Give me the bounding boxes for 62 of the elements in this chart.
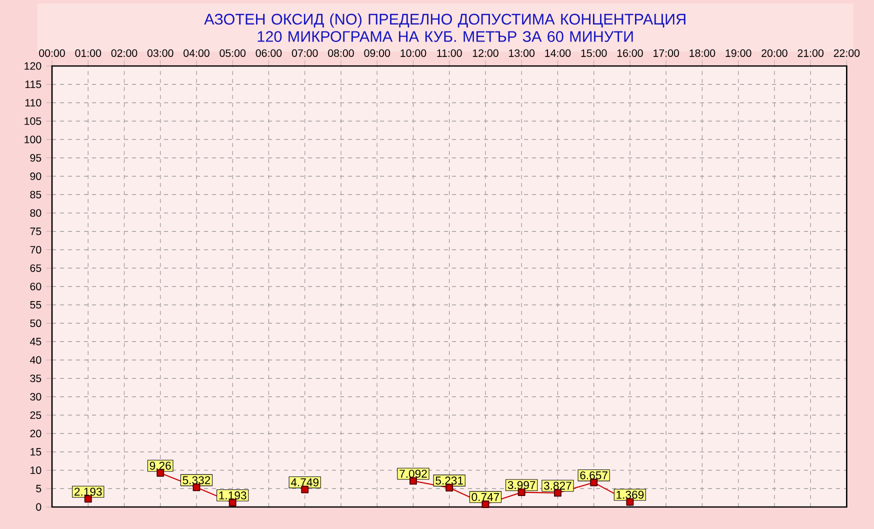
y-tick-label: 110 — [25, 98, 42, 107]
x-tick-label: 21:00 — [798, 49, 824, 57]
y-tick-label: 10 — [30, 466, 42, 474]
data-label: 7.092 — [400, 470, 427, 478]
data-label: 3.997 — [508, 481, 536, 490]
y-tick-label: 15 — [30, 448, 42, 456]
y-tick-label: 80 — [30, 209, 42, 217]
x-tick-label: 09:00 — [364, 49, 390, 57]
x-tick-label: 04:00 — [184, 49, 210, 57]
data-label: 1.369 — [616, 490, 644, 499]
x-tick-label: 18:00 — [690, 49, 716, 57]
data-label: 6.657 — [580, 471, 608, 480]
y-tick-label: 30 — [30, 392, 42, 401]
y-tick-label: 35 — [30, 374, 42, 382]
x-tick-label: 12:00 — [472, 49, 498, 57]
x-tick-label: 16:00 — [617, 49, 643, 57]
y-tick-label: 95 — [30, 154, 42, 162]
y-tick-label: 115 — [25, 80, 42, 88]
data-label: 4.749 — [290, 478, 318, 486]
y-tick-label: 60 — [30, 282, 42, 290]
x-tick-label: 01:00 — [75, 49, 102, 57]
data-label: 2.193 — [74, 488, 102, 496]
x-tick-label: 08:00 — [328, 49, 354, 57]
data-label: 3.827 — [544, 482, 572, 490]
x-tick-label: 02:00 — [111, 49, 138, 57]
x-tick-label: 05:00 — [220, 49, 246, 57]
data-label: 9.26 — [150, 462, 171, 470]
y-tick-label: 100 — [24, 136, 42, 144]
y-tick-label: 25 — [30, 411, 42, 419]
data-label: 5.332 — [182, 476, 210, 484]
x-tick-label: 22:00 — [834, 49, 860, 57]
data-label: 0.747 — [472, 493, 500, 502]
x-tick-label: 00:00 — [39, 49, 65, 57]
data-label: 5.231 — [436, 476, 463, 485]
y-tick-label: 75 — [30, 228, 42, 236]
x-tick-label: 15:00 — [581, 49, 607, 57]
x-tick-label: 14:00 — [545, 49, 571, 57]
y-tick-label: 50 — [30, 319, 42, 328]
y-tick-label: 55 — [30, 301, 42, 309]
y-tick-label: 45 — [30, 338, 42, 346]
chart-title: АЗОТЕН ОКСИД (NO) ПРЕДЕЛНО ДОПУСТИМА КОНЦЕНТРАЦИЯ 120 МИКРОГРАМА НА КУБ. МЕТЪР ЗА 60 МИНУТИ — [204, 13, 686, 42]
x-tick-label: 03:00 — [147, 49, 174, 57]
y-tick-label: 90 — [30, 172, 42, 180]
y-tick-label: 20 — [30, 430, 42, 438]
x-tick-label: 17:00 — [654, 49, 679, 57]
y-tick-label: 40 — [30, 356, 42, 364]
x-tick-label: 11:00 — [437, 49, 462, 57]
y-tick-label: 65 — [30, 264, 42, 272]
y-tick-label: 5 — [36, 484, 42, 492]
x-tick-label: 20:00 — [762, 49, 788, 57]
x-tick-label: 07:00 — [292, 49, 318, 57]
y-tick-label: 105 — [24, 117, 42, 125]
y-tick-label: 85 — [30, 190, 42, 198]
x-tick-label: 10:00 — [400, 49, 426, 57]
y-tick-label: 70 — [30, 246, 42, 254]
x-tick-label: 13:00 — [509, 49, 535, 57]
x-tick-label: 06:00 — [256, 49, 282, 57]
x-tick-label: 19:00 — [726, 49, 752, 57]
y-tick-label: 0 — [36, 503, 42, 511]
y-tick-label: 120 — [24, 62, 42, 70]
data-label: 1.193 — [219, 491, 246, 500]
point — [482, 500, 490, 508]
